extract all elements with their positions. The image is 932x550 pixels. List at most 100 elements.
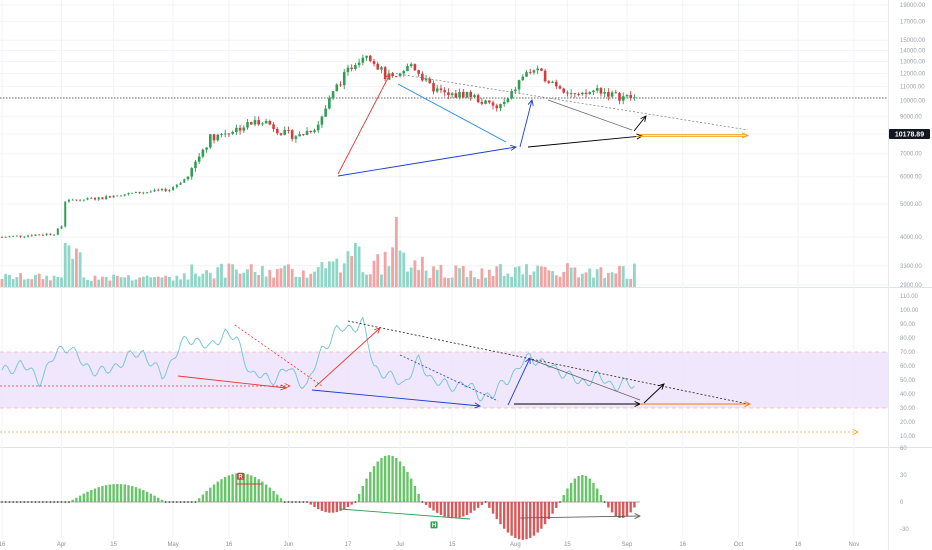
price-arrow-black: [527, 135, 643, 148]
oscillator-gray-arrow: [519, 515, 641, 519]
volume-bar: [439, 265, 443, 287]
oscillator-bar: [343, 502, 346, 510]
oscillator-bar: [78, 495, 82, 502]
candle-body: [298, 134, 301, 137]
candle-body: [27, 235, 30, 237]
rsi-line: [1, 316, 635, 402]
volume-bar: [376, 254, 380, 287]
volume-bar: [580, 273, 584, 287]
volume-bar: [34, 274, 37, 287]
volume-bar: [331, 261, 335, 287]
candle-body: [413, 64, 417, 71]
price-axis[interactable]: 2900.00 3300.00 4000.00 5000.00 6000.00 7000.…: [900, 3, 926, 533]
oscillator-bar: [417, 493, 420, 502]
rsi-tick-label: 10.00: [900, 434, 916, 440]
oscillator-bar: [588, 478, 591, 502]
oscillator-bar: [607, 502, 610, 508]
oscillator-bar: [116, 484, 119, 502]
volume-bar: [238, 273, 242, 287]
volume-bar: [513, 267, 517, 287]
oscillator-bar: [573, 478, 577, 502]
candle-body: [566, 92, 569, 94]
oscillator-dot: [4, 501, 7, 503]
oscillator-dot: [421, 501, 424, 503]
orange-projection-line: [636, 134, 747, 137]
oscillator-dot: [187, 501, 189, 503]
candle-body: [540, 68, 543, 71]
volume-bar: [443, 277, 447, 287]
oscillator-bar: [71, 499, 74, 502]
candle-body: [372, 61, 376, 64]
volume-bar: [242, 272, 246, 287]
volume-bar: [540, 266, 543, 287]
oscillator-bar: [97, 487, 100, 502]
oscillator-bar: [424, 502, 428, 505]
candle-body: [491, 102, 495, 106]
oscillator-bar: [119, 484, 123, 502]
oscillator-dot: [64, 501, 67, 503]
oscillator-bar: [104, 485, 108, 502]
oscillator-bar: [622, 502, 625, 518]
volume-bar: [249, 264, 253, 287]
volume-bar: [595, 269, 599, 287]
rsi-small-triangle-top: [529, 358, 641, 401]
candle-body: [439, 88, 443, 91]
oscillator-bar: [476, 502, 480, 508]
oscillator-bar: [357, 493, 361, 502]
volume-bar: [525, 264, 528, 287]
candle-body: [532, 70, 536, 73]
candle-body: [1, 237, 3, 238]
volume-bar: [101, 276, 104, 287]
candle-body: [201, 149, 205, 157]
oscillator-bar: [614, 502, 617, 517]
oscillator-bar: [242, 473, 245, 502]
oscillator-bar: [525, 502, 528, 540]
candle-body: [499, 104, 502, 109]
volume-bar: [499, 264, 502, 287]
volume-bar: [346, 251, 350, 287]
volume-bar: [78, 252, 82, 287]
volume-bar: [324, 268, 328, 287]
volume-bar: [454, 265, 458, 287]
oscillator-bar: [380, 458, 383, 502]
oscillator-bar: [499, 502, 502, 525]
oscillator-bar: [93, 488, 97, 502]
rsi-arrow-blue: [311, 389, 481, 407]
oscillator-gray-arrow-head: [634, 513, 641, 520]
trend-drawings[interactable]: [0, 72, 859, 520]
candle-body: [164, 188, 167, 192]
oscillator-bar: [235, 473, 238, 502]
candle-body: [450, 93, 454, 96]
volume-bar: [469, 270, 473, 287]
candle-body: [599, 88, 603, 94]
rsi-tick-label: 100.00: [900, 308, 919, 314]
oscillator-dot: [190, 501, 193, 503]
candle-body: [543, 70, 547, 82]
price-tick-label: 14000.00: [900, 48, 926, 54]
candle-body: [380, 67, 383, 70]
volume-bar: [8, 274, 11, 287]
date-tick-label: Apr: [57, 542, 66, 548]
volume-bar: [246, 269, 249, 287]
candle-body: [342, 72, 346, 86]
volume-bar: [383, 251, 387, 287]
volume-bar: [164, 275, 168, 287]
oscillator-bar: [428, 502, 431, 508]
volume-bar: [153, 277, 156, 287]
candle-body: [264, 120, 268, 124]
date-tick-label: Aug: [510, 542, 521, 548]
oscillator-dot: [294, 501, 297, 503]
volume-bar: [435, 269, 439, 287]
candle-body: [350, 67, 353, 69]
oscillator-bar: [625, 502, 629, 517]
volume-bar: [127, 275, 130, 287]
volume-bar: [30, 279, 34, 287]
oscillator-dot: [283, 501, 286, 503]
date-axis[interactable]: 16 Apr 15 May 16 Jun 17 Jul 15 Aug 15 Sep 16 Oct 16 Nov: [0, 542, 859, 548]
candle-body: [268, 120, 272, 125]
candle-body: [454, 93, 458, 98]
price-tick-label: 12000.00: [900, 71, 926, 77]
candle-body: [625, 95, 629, 97]
volume-bar: [301, 270, 305, 287]
